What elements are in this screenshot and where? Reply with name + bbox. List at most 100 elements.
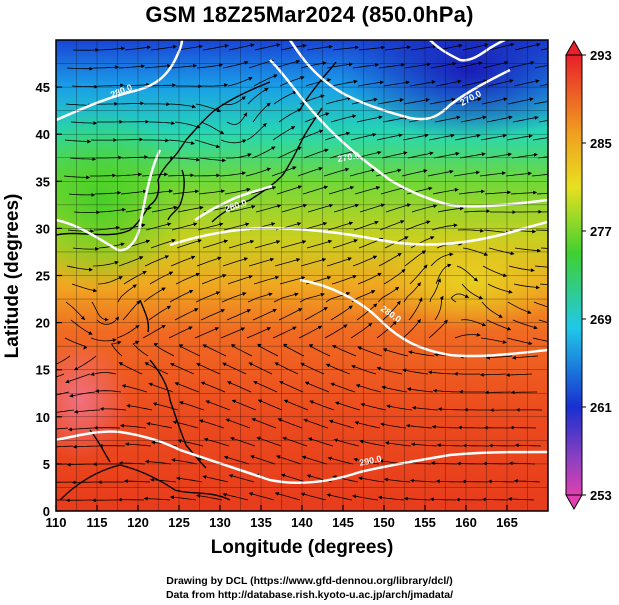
streamline bbox=[360, 402, 387, 411]
streamline bbox=[359, 439, 386, 447]
streamline bbox=[454, 332, 481, 339]
colorbar-ticks: 293 285 277 269 261 253 bbox=[582, 48, 612, 503]
streamline bbox=[331, 274, 357, 285]
y-tick-label: 10 bbox=[36, 410, 50, 425]
streamline bbox=[229, 204, 256, 213]
coastline-taiwan bbox=[139, 299, 150, 333]
streamline bbox=[486, 319, 512, 331]
streamline bbox=[431, 424, 459, 429]
streamline bbox=[382, 348, 409, 357]
x-tick-label: 140 bbox=[291, 515, 313, 530]
streamline bbox=[506, 134, 533, 141]
streamline bbox=[230, 436, 256, 447]
streamline bbox=[377, 98, 404, 105]
streamline bbox=[508, 60, 535, 69]
streamline bbox=[99, 207, 127, 213]
streamline bbox=[247, 292, 273, 303]
streamline bbox=[273, 292, 299, 303]
streamline bbox=[383, 80, 410, 87]
x-axis-title: Longitude (degrees) bbox=[210, 537, 394, 558]
streamline bbox=[132, 340, 149, 357]
colorbar-tick-label: 261 bbox=[590, 400, 612, 415]
x-axis-ticks: 110 115 120 125 130 135 140 145 150 155 160 165 bbox=[46, 505, 518, 530]
streamline bbox=[351, 364, 377, 375]
streamline bbox=[299, 292, 325, 303]
streamline bbox=[97, 276, 123, 285]
streamline bbox=[194, 139, 221, 149]
streamline bbox=[304, 381, 330, 393]
streamline bbox=[428, 319, 448, 339]
streamline bbox=[381, 385, 408, 393]
streamline bbox=[221, 292, 247, 303]
streamline bbox=[67, 427, 95, 432]
streamline bbox=[382, 115, 409, 123]
streamline bbox=[146, 189, 174, 195]
streamline bbox=[126, 403, 153, 411]
streamline bbox=[330, 305, 353, 321]
colorbar-tick-label: 269 bbox=[590, 312, 612, 327]
streamline bbox=[56, 427, 69, 430]
streamline bbox=[355, 384, 382, 393]
streamline bbox=[459, 152, 486, 159]
streamline bbox=[532, 337, 548, 342]
streamline bbox=[71, 283, 98, 293]
x-tick-label: 145 bbox=[332, 515, 354, 530]
streamline bbox=[123, 82, 151, 87]
y-tick-label: 15 bbox=[36, 363, 50, 378]
streamline bbox=[177, 205, 204, 213]
y-tick-label: 5 bbox=[43, 457, 50, 472]
streamline bbox=[458, 189, 486, 195]
x-tick-label: 165 bbox=[496, 515, 518, 530]
streamline bbox=[224, 187, 251, 195]
streamline bbox=[514, 443, 542, 448]
streamline bbox=[507, 497, 535, 502]
contour-west-north bbox=[56, 40, 184, 122]
streamline bbox=[488, 42, 515, 51]
streamline bbox=[118, 64, 146, 69]
streamline bbox=[120, 189, 148, 195]
colorbar-scale bbox=[565, 54, 583, 496]
streamline bbox=[513, 283, 540, 290]
streamline bbox=[330, 114, 357, 123]
streamline bbox=[533, 100, 548, 105]
streamline bbox=[406, 387, 434, 393]
streamline bbox=[508, 265, 535, 273]
streamline bbox=[171, 222, 198, 231]
x-tick-label: 130 bbox=[209, 515, 231, 530]
streamline bbox=[540, 247, 548, 249]
streamline bbox=[123, 479, 151, 484]
streamline bbox=[479, 372, 507, 377]
streamline bbox=[276, 455, 302, 465]
streamline bbox=[69, 391, 96, 398]
x-tick-label: 110 bbox=[46, 515, 67, 530]
streamline bbox=[323, 167, 350, 177]
streamline bbox=[220, 139, 247, 144]
streamline bbox=[150, 238, 176, 249]
streamline bbox=[382, 300, 401, 321]
streamline bbox=[436, 443, 464, 448]
streamline bbox=[351, 97, 378, 105]
streamline bbox=[482, 265, 508, 278]
streamline bbox=[434, 295, 444, 321]
streamline bbox=[410, 236, 435, 249]
colorbar-top-arrow bbox=[565, 39, 583, 56]
contour-mid bbox=[269, 59, 548, 208]
streamline bbox=[409, 478, 437, 483]
streamline bbox=[63, 175, 91, 180]
streamline bbox=[143, 138, 170, 143]
streamline bbox=[432, 388, 460, 393]
streamline bbox=[409, 80, 436, 87]
streamline bbox=[272, 126, 296, 141]
colorbar-tick-label: 277 bbox=[590, 224, 612, 239]
streamline bbox=[298, 325, 323, 339]
streamline bbox=[196, 493, 223, 501]
streamline bbox=[487, 479, 515, 484]
y-tick-label: 0 bbox=[43, 504, 50, 519]
streamline bbox=[245, 167, 272, 177]
streamline bbox=[257, 399, 283, 411]
streamline bbox=[143, 496, 171, 501]
streamline bbox=[124, 45, 152, 51]
streamline bbox=[124, 442, 152, 447]
streamline bbox=[507, 301, 532, 314]
